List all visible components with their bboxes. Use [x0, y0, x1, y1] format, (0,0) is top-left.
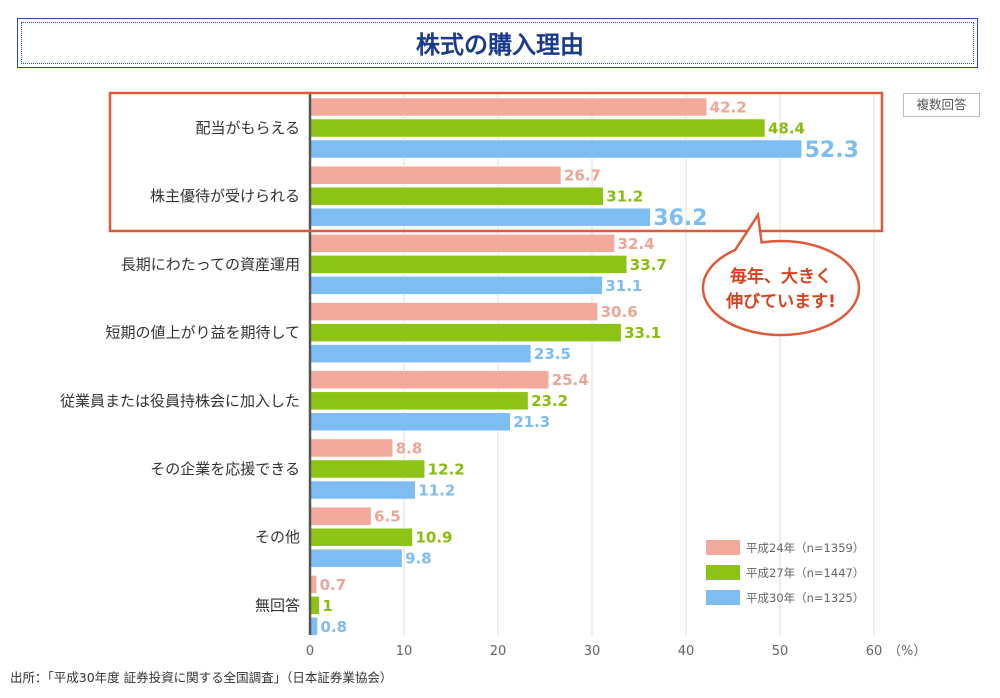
category-label: 配当がもらえる	[195, 119, 300, 137]
bar	[309, 97, 707, 117]
x-tick-label: 20	[490, 644, 507, 659]
bar	[309, 459, 425, 479]
category-label: 従業員または役員持株会に加入した	[60, 392, 300, 410]
category-label: その企業を応援できる	[150, 460, 300, 478]
bar	[309, 302, 598, 321]
legend-label: 平成30年（n=1325）	[746, 591, 864, 605]
bar	[309, 276, 603, 295]
callout-bubble: 毎年、大きく 伸びています!	[701, 211, 861, 337]
category-label: 長期にわたっての資産運用	[121, 255, 300, 273]
x-tick-label: 60	[866, 644, 883, 659]
data-label: 6.5	[374, 508, 401, 526]
bar	[309, 118, 766, 138]
data-label: 9.8	[405, 550, 432, 568]
axis-layer: 0 10 20 30 40 50 60 （%）	[306, 93, 926, 659]
data-label: 0.7	[320, 576, 347, 594]
data-label: 1	[322, 597, 332, 615]
data-label: 30.6	[601, 303, 638, 321]
x-tick-label: 40	[678, 644, 695, 659]
callout-text-line1: 毎年、大きく	[730, 266, 832, 287]
data-label: 10.9	[415, 529, 452, 547]
bar	[309, 139, 802, 159]
data-label: 23.2	[531, 392, 568, 410]
bar	[309, 323, 622, 342]
data-label: 42.2	[710, 98, 747, 116]
data-label: 32.4	[618, 235, 655, 253]
data-label: 12.2	[428, 460, 465, 478]
data-label: 26.7	[564, 167, 601, 185]
bar	[309, 207, 651, 227]
x-tick-label: 30	[584, 644, 601, 659]
callout-text-line2: 伸びています!	[725, 291, 836, 312]
x-tick-label: 50	[772, 644, 789, 659]
data-label: 11.2	[418, 481, 455, 499]
category-label: 株主優待が受けられる	[150, 187, 300, 205]
legend-label: 平成24年（n=1359）	[746, 541, 864, 555]
bar	[309, 186, 604, 206]
bar	[309, 234, 615, 253]
label-layer: 配当がもらえる 42.2 48.452.3 株主優待が受けられる 26.7 31.2 36.…	[60, 98, 859, 635]
x-tick-label: 10	[396, 644, 413, 659]
data-label: 25.4	[552, 371, 589, 389]
x-axis-unit: （%）	[888, 644, 926, 659]
bar	[309, 596, 320, 615]
highlight-box	[108, 91, 884, 233]
legend: 平成24年（n=1359） 平成27年（n=1447） 平成30年（n=1325）	[706, 540, 864, 605]
source-note: 出所：「平成30年度 証券投資に関する全国調査」（日本証券業協会）	[10, 670, 393, 685]
callout-shape	[701, 211, 861, 337]
data-label: 48.4	[768, 119, 805, 137]
legend-swatch	[706, 540, 740, 555]
data-label: 52.3	[805, 138, 859, 163]
legend-swatch	[706, 565, 740, 580]
bar	[309, 438, 393, 458]
bar	[309, 391, 529, 411]
data-label: 36.2	[653, 206, 707, 231]
category-label: 無回答	[255, 596, 300, 614]
legend-label: 平成27年（n=1447）	[746, 566, 864, 580]
data-label: 33.1	[624, 324, 661, 342]
bar-layer	[309, 97, 802, 636]
category-label: 短期の値上がり益を期待して	[105, 324, 300, 342]
data-label: 33.7	[630, 256, 667, 274]
bar	[309, 370, 550, 390]
category-label: その他	[255, 528, 300, 546]
bar	[309, 255, 628, 274]
title-box	[17, 18, 978, 68]
bar	[309, 527, 413, 547]
data-label: 8.8	[396, 439, 423, 457]
bar	[309, 548, 403, 568]
x-tick-label: 0	[306, 644, 314, 659]
bar	[309, 480, 416, 500]
page-title: 株式の購入理由	[416, 31, 584, 59]
bar	[309, 412, 511, 432]
bar	[309, 344, 532, 363]
bar	[309, 506, 372, 526]
data-label: 31.1	[605, 277, 642, 295]
legend-swatch	[706, 590, 740, 605]
bar	[309, 165, 562, 185]
data-label: 23.5	[534, 345, 571, 363]
multiple-answer-note: 複数回答	[903, 93, 980, 117]
data-label: 21.3	[513, 413, 550, 431]
title-box-inner-border	[21, 22, 974, 64]
data-label: 31.2	[606, 188, 643, 206]
data-label: 0.8	[321, 618, 348, 636]
